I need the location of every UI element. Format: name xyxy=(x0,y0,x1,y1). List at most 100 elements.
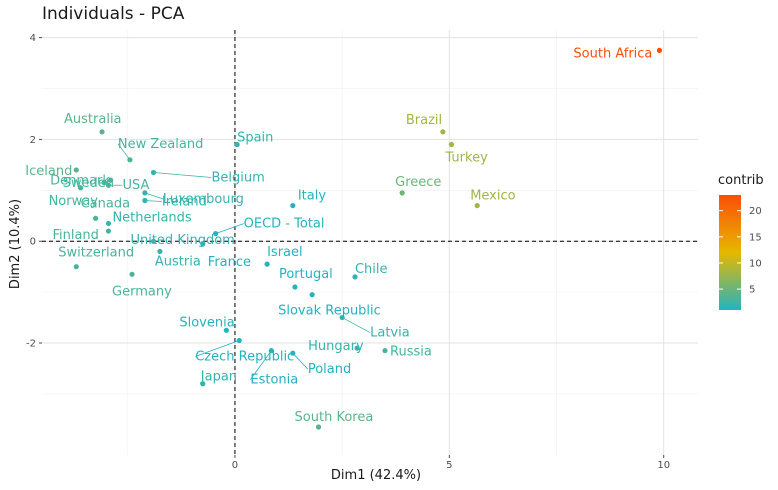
data-point xyxy=(382,348,388,354)
label-connector xyxy=(153,172,212,178)
data-point xyxy=(236,337,242,344)
label-connectors xyxy=(108,143,371,380)
legend-tick-label: 5 xyxy=(749,285,755,296)
data-point xyxy=(129,271,135,277)
point-label: Turkey xyxy=(444,151,488,166)
data-point xyxy=(339,314,345,321)
label-connector xyxy=(195,340,240,357)
point-label: Estonia xyxy=(250,373,298,388)
legend: contrib 5 10 15 20 xyxy=(718,173,764,310)
data-point xyxy=(108,177,114,183)
data-point xyxy=(213,230,219,237)
point-label: Czech Republic xyxy=(195,349,294,364)
point-label: France xyxy=(208,255,251,270)
points xyxy=(73,47,663,430)
point-label: Finland xyxy=(52,228,98,243)
point-label: United Kingdom xyxy=(130,233,234,248)
legend-title: contrib xyxy=(718,173,764,188)
point-label: Netherlands xyxy=(112,210,191,225)
data-point xyxy=(92,215,99,221)
point-label: Chile xyxy=(355,262,388,277)
point-label: USA xyxy=(122,178,149,193)
label-connector xyxy=(250,350,272,380)
point-label: Denmark xyxy=(50,174,110,189)
point-label: Poland xyxy=(308,362,351,377)
data-point xyxy=(200,381,206,387)
point-label: Russia xyxy=(390,345,432,360)
point-label: Brazil xyxy=(406,113,442,128)
point-label: Canada xyxy=(81,196,130,211)
data-point xyxy=(474,202,480,209)
legend-colorbar xyxy=(719,195,741,310)
data-point xyxy=(290,202,296,209)
y-tick-label: 0 xyxy=(30,237,36,248)
point-label: Latvia xyxy=(370,326,410,341)
x-tick-label: 5 xyxy=(446,460,452,471)
point-label: South Africa xyxy=(573,46,652,61)
data-point xyxy=(101,180,107,186)
axes: 0 5 10 -2 0 2 4 xyxy=(26,33,670,471)
label-connector xyxy=(117,143,131,161)
y-tick-label: -2 xyxy=(26,339,36,350)
data-point xyxy=(105,228,112,234)
point-label: Iceland xyxy=(25,164,72,179)
data-point xyxy=(223,327,229,333)
point-label: Japan xyxy=(200,370,237,385)
label-connector xyxy=(292,352,309,370)
data-point xyxy=(309,292,315,298)
data-point xyxy=(73,167,79,173)
data-point xyxy=(73,264,79,270)
point-label: Ireland xyxy=(162,195,207,210)
data-point xyxy=(292,284,298,290)
data-point xyxy=(354,345,360,351)
point-label: Switzerland xyxy=(58,246,134,261)
data-point xyxy=(200,241,206,247)
point-label: Portugal xyxy=(279,267,333,282)
x-axis-title: Dim1 (42.4%) xyxy=(331,468,421,483)
legend-tick-label: 10 xyxy=(749,258,762,269)
point-label: Mexico xyxy=(470,189,515,204)
point-label: Slovak Republic xyxy=(278,304,381,319)
point-label: Israel xyxy=(267,245,303,260)
point-label: Spain xyxy=(237,131,273,146)
point-label: OECD - Total xyxy=(244,217,325,232)
data-point xyxy=(142,190,148,196)
reference-lines xyxy=(42,30,698,455)
point-label: New Zealand xyxy=(118,137,203,152)
data-point xyxy=(399,190,405,196)
point-label: Slovenia xyxy=(179,315,234,330)
data-point xyxy=(264,261,270,267)
y-axis-title: Dim2 (10.4%) xyxy=(8,199,23,289)
data-point xyxy=(127,157,133,163)
point-label: Sweden xyxy=(63,176,114,191)
point-label: Hungary xyxy=(308,339,364,354)
y-tick-label: 2 xyxy=(30,135,36,146)
data-point xyxy=(234,141,240,148)
y-tick-label: 4 xyxy=(30,33,36,44)
point-label: Austria xyxy=(155,254,201,269)
legend-ticks: 5 10 15 20 xyxy=(719,206,762,296)
legend-tick-label: 20 xyxy=(749,206,762,217)
x-tick-label: 10 xyxy=(657,460,670,471)
data-point xyxy=(352,274,358,280)
data-point xyxy=(157,248,163,255)
data-point xyxy=(142,197,148,204)
point-label: Norway xyxy=(49,194,99,209)
data-point xyxy=(448,141,455,148)
point-label: Luxembourg xyxy=(163,192,244,207)
data-point xyxy=(290,350,296,356)
data-point xyxy=(105,182,112,188)
point-label: Australia xyxy=(64,112,122,127)
label-connector xyxy=(215,223,244,234)
label-connector xyxy=(341,317,371,333)
point-label: Belgium xyxy=(211,171,264,186)
data-point xyxy=(268,348,274,354)
data-point xyxy=(440,129,446,135)
point-label: Italy xyxy=(298,189,327,204)
point-labels: South Africa Australia Iceland New Zealand S… xyxy=(25,46,652,425)
x-tick-label: 0 xyxy=(232,460,238,471)
data-point xyxy=(77,185,84,191)
legend-tick-label: 15 xyxy=(749,232,762,243)
data-point xyxy=(315,424,322,430)
